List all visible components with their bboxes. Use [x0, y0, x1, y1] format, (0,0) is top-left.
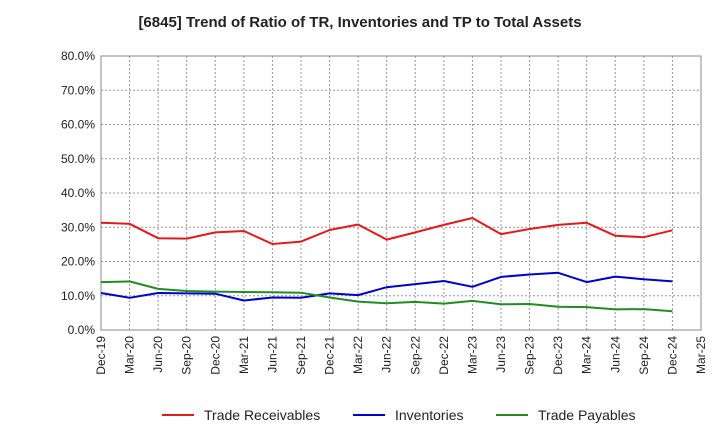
y-tick-label: 80.0% [61, 49, 95, 63]
y-tick-label: 30.0% [61, 220, 95, 234]
x-tick-label: Mar-25 [694, 336, 708, 374]
x-tick-label: Dec-21 [323, 336, 337, 375]
y-tick-label: 0.0% [68, 323, 96, 337]
y-tick-label: 10.0% [61, 289, 95, 303]
x-tick-label: Mar-21 [237, 336, 251, 374]
x-tick-label: Jun-24 [608, 336, 622, 373]
x-tick-label: Jun-21 [265, 336, 279, 373]
series-line-trade-receivables [100, 217, 673, 245]
legend-label-trade-receivables: Trade Receivables [204, 407, 320, 423]
x-tick-label: Mar-22 [351, 336, 365, 374]
x-tick-label: Dec-20 [208, 336, 222, 375]
y-tick-label: 60.0% [61, 118, 95, 132]
x-tick-label: Dec-23 [551, 336, 565, 375]
y-tick-label: 70.0% [61, 83, 95, 97]
y-tick-label: 50.0% [61, 152, 95, 166]
x-tick-label: Jun-23 [494, 336, 508, 373]
x-tick-label: Jun-20 [151, 336, 165, 373]
y-tick-label: 20.0% [61, 255, 95, 269]
series-line-inventories [100, 271, 673, 302]
series-line-trade-payables [100, 280, 673, 313]
legend-label-trade-payables: Trade Payables [538, 407, 636, 423]
x-tick-label: Dec-22 [437, 336, 451, 375]
x-tick-label: Sep-23 [523, 336, 537, 375]
x-tick-label: Mar-23 [465, 336, 479, 374]
x-tick-label: Dec-24 [665, 336, 679, 375]
legend-label-inventories: Inventories [395, 407, 463, 423]
x-tick-label: Sep-20 [180, 336, 194, 375]
x-tick-label: Sep-24 [637, 336, 651, 375]
chart-title: [6845] Trend of Ratio of TR, Inventories… [138, 14, 582, 31]
plot-frame [100, 55, 702, 331]
x-tick-label: Sep-22 [408, 336, 422, 375]
x-tick-label: Mar-24 [580, 336, 594, 374]
x-tick-label: Sep-21 [294, 336, 308, 375]
x-tick-label: Mar-20 [123, 336, 137, 374]
x-tick-label: Dec-19 [94, 336, 108, 375]
y-tick-label: 40.0% [61, 186, 95, 200]
x-tick-label: Jun-22 [380, 336, 394, 373]
